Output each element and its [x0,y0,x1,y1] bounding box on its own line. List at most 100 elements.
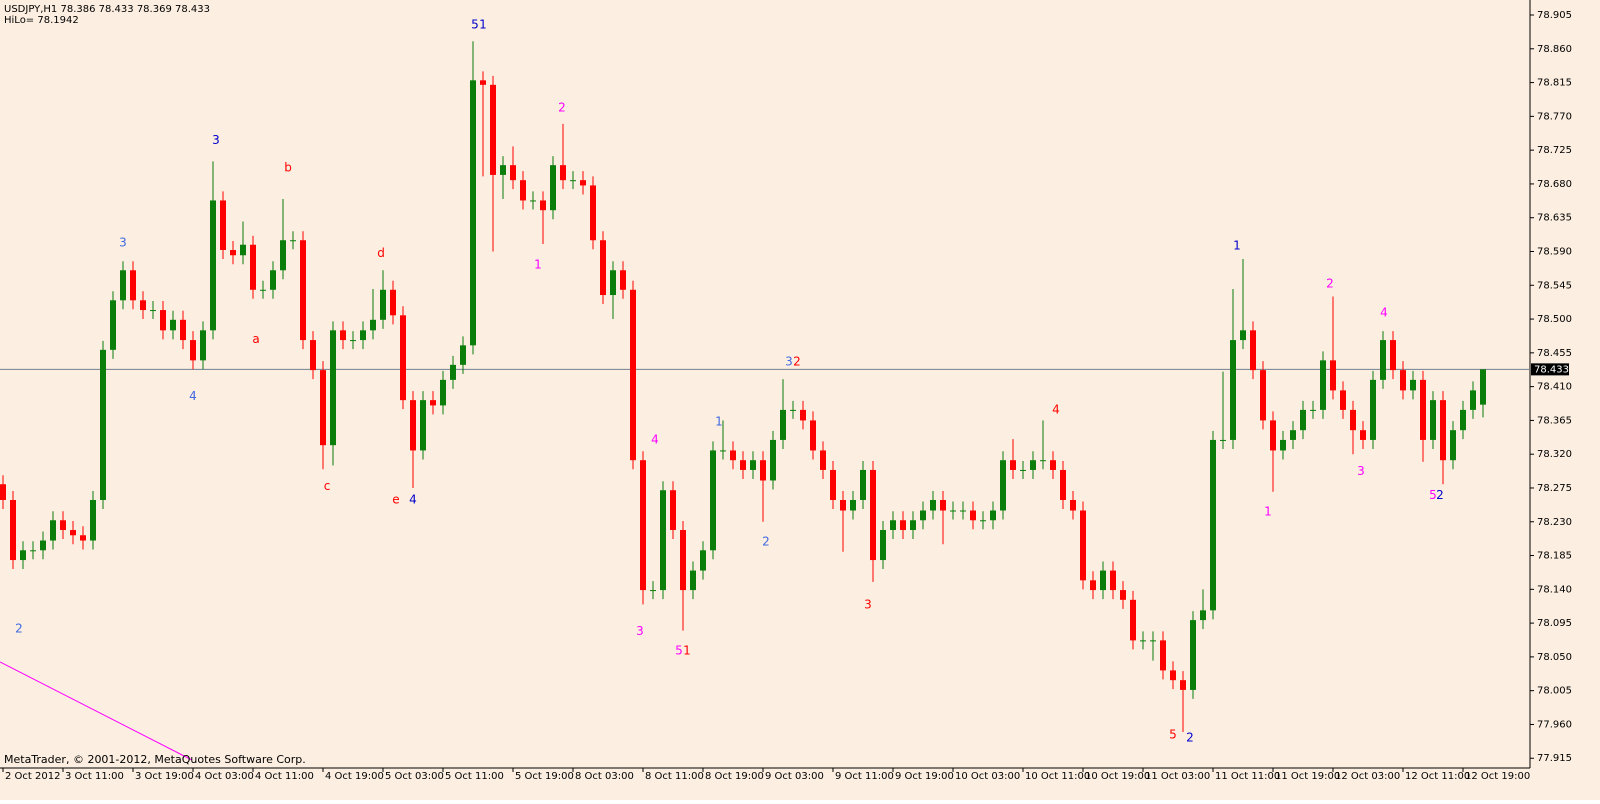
x-tick-label: 5 Oct 19:00 [515,771,574,782]
candle-body [540,200,546,211]
candle-body [1010,460,1016,470]
candle-body [1220,439,1226,441]
candle-body [850,499,856,511]
candle-body [240,244,246,256]
candle-body [1370,379,1376,440]
wave-label: 2 [762,535,770,549]
candle-body [1030,460,1036,470]
wave-label: 1 [534,258,542,272]
y-tick-label: 78.185 [1537,551,1572,562]
x-tick-label: 11 Oct 19:00 [1275,771,1340,782]
x-tick-label: 12 Oct 19:00 [1465,771,1530,782]
x-tick-label: 10 Oct 03:00 [955,771,1020,782]
y-tick-label: 78.725 [1537,145,1572,156]
candle-body [1050,460,1056,470]
trend-line [0,661,193,761]
candle-body [1130,599,1136,641]
y-tick-label: 78.365 [1537,415,1572,426]
candle-body [60,520,66,531]
y-tick-label: 78.815 [1537,78,1572,89]
candle-body [1000,460,1006,511]
wave-label: 3 [864,598,872,612]
candle-body [550,165,556,211]
x-tick-label: 10 Oct 11:00 [1025,771,1090,782]
candle-body [690,570,696,591]
candle-body [1290,430,1296,440]
candle-body [1100,570,1106,591]
candle-body [1390,340,1396,371]
candle-body [750,460,756,470]
candle-body [20,550,26,561]
y-tick-label: 78.095 [1537,618,1572,629]
wave-label: 3 [785,354,793,368]
candle-body [1420,379,1426,440]
wave-label: a [252,332,259,346]
x-tick-label: 9 Oct 03:00 [765,771,824,782]
y-tick-label: 77.960 [1537,719,1572,730]
candle-body [590,185,596,241]
y-tick-label: 78.680 [1537,179,1572,190]
candle-body [620,270,626,290]
candle-body [980,520,986,522]
candle-body [420,400,426,451]
candle-body [790,409,796,411]
candle-body [350,340,356,342]
wave-label: 4 [1380,306,1388,320]
candle-body [1260,370,1266,421]
candle-body [170,319,176,331]
candle-body [1300,409,1306,431]
candle-body [1200,610,1206,621]
candle-body [920,510,926,521]
candle-body [900,520,906,531]
candle-body [770,439,776,481]
candle-body [450,364,456,380]
y-tick-label: 78.275 [1537,483,1572,494]
footer: MetaTrader, © 2001-2012, MetaQuotes Soft… [4,753,306,766]
candle-body [490,84,496,175]
y-tick-label: 77.915 [1537,753,1572,764]
wave-label: 1 [1233,239,1241,253]
candle-body [1410,379,1416,391]
candle-body [1190,620,1196,690]
candle-body [160,310,166,331]
y-tick-label: 78.410 [1537,382,1572,393]
x-tick-label: 3 Oct 19:00 [135,771,194,782]
wave-label: 3 [1357,464,1365,478]
candle-body [1160,640,1166,671]
candle-body [600,240,606,296]
candle-body [1380,340,1386,380]
candle-body [720,450,726,452]
candle-body [360,330,366,341]
candle-body [1270,420,1276,451]
candle-body [1440,400,1446,461]
candle-body [260,289,266,291]
y-tick-label: 78.860 [1537,44,1572,55]
x-tick-label: 4 Oct 03:00 [195,771,254,782]
candle-body [730,450,736,461]
candle-body [1330,360,1336,391]
candle-body [660,490,666,591]
candle-body [640,460,646,591]
x-tick-label: 11 Oct 11:00 [1215,771,1280,782]
candle-body [810,420,816,451]
wave-label: 5 [471,17,479,31]
wave-label: 4 [651,432,659,446]
candle-body [130,270,136,301]
x-tick-label: 8 Oct 03:00 [575,771,634,782]
wave-label: e [392,492,399,506]
candle-body [670,490,676,531]
candle-body [560,165,566,181]
candle-body [300,240,306,341]
candle-body [150,310,156,312]
candle-body [930,499,936,511]
wave-label: d [377,246,385,260]
candle-body [950,510,956,512]
candle-body [0,484,6,500]
candle-body [50,520,56,541]
candle-body [280,240,286,271]
candle-body [780,409,786,440]
candle-body [910,520,916,531]
candle-body [700,550,706,571]
wave-label: 4 [189,389,197,403]
y-tick-label: 78.500 [1537,314,1572,325]
